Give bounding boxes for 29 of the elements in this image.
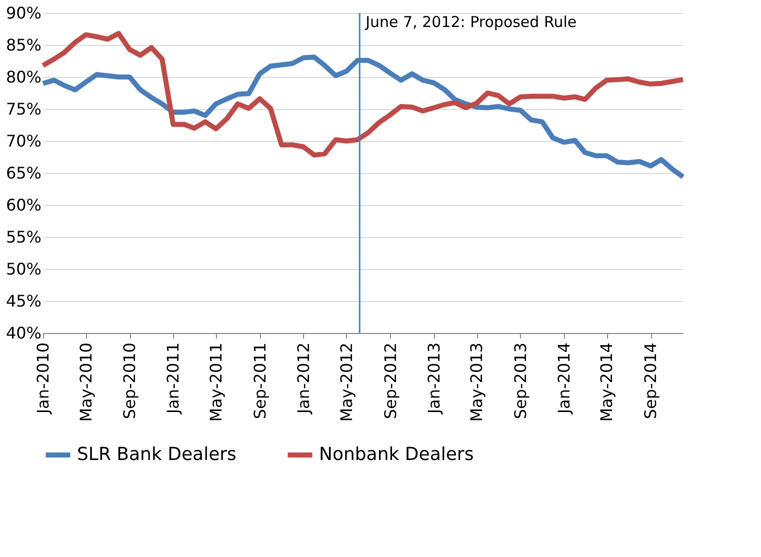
y-tick-label: 40% bbox=[6, 324, 42, 342]
x-tick-label: Jan-2011 bbox=[164, 342, 183, 415]
y-tick-label: 65% bbox=[6, 164, 42, 182]
legend-label: SLR Bank Dealers bbox=[77, 444, 236, 465]
x-tick-label: Sep-2014 bbox=[641, 342, 660, 420]
y-tick-label: 85% bbox=[6, 36, 42, 54]
y-tick-label: 70% bbox=[6, 132, 42, 150]
y-tick-label: 45% bbox=[6, 292, 42, 310]
x-tick-label: Sep-2013 bbox=[510, 342, 530, 420]
legend-label: Nonbank Dealers bbox=[319, 444, 474, 465]
y-tick-label: 55% bbox=[6, 228, 42, 246]
x-tick-label: Sep-2010 bbox=[120, 342, 140, 420]
x-tick-label: Jan-2010 bbox=[34, 342, 52, 415]
x-tick-label: May-2014 bbox=[597, 342, 616, 422]
x-tick-label: May-2013 bbox=[467, 342, 486, 422]
y-tick-label: 75% bbox=[6, 100, 42, 118]
x-tick-label: May-2012 bbox=[336, 342, 356, 422]
x-tick-label: Sep-2012 bbox=[380, 342, 400, 420]
y-tick-label: 80% bbox=[6, 68, 42, 86]
x-tick-label: Jan-2014 bbox=[554, 342, 574, 415]
x-tick-label: May-2011 bbox=[206, 342, 226, 422]
x-tick-label: Sep-2011 bbox=[250, 342, 270, 420]
x-tick-label: Jan-2013 bbox=[424, 342, 444, 415]
y-tick-label: 90% bbox=[6, 4, 42, 22]
y-tick-label: 60% bbox=[6, 196, 42, 214]
ref-line-label: June 7, 2012: Proposed Rule bbox=[364, 13, 577, 31]
x-tick-label: May-2010 bbox=[76, 342, 96, 422]
x-tick-label: Jan-2012 bbox=[294, 342, 313, 415]
y-tick-label: 50% bbox=[6, 260, 42, 278]
